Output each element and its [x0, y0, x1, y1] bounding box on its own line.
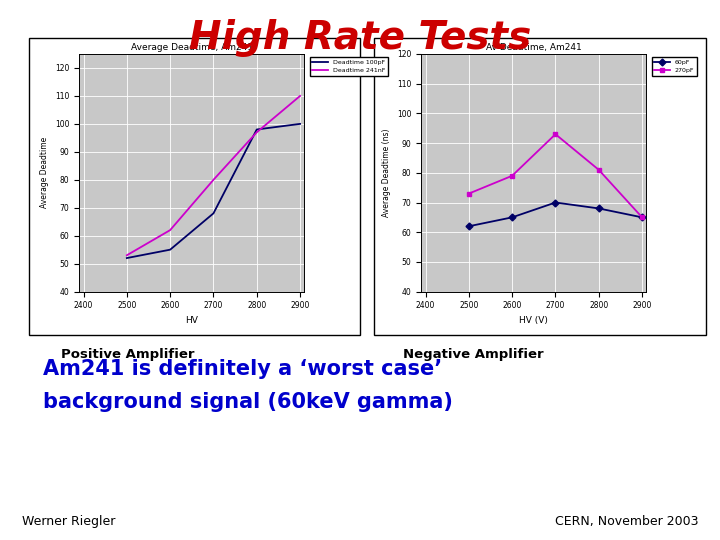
X-axis label: HV: HV: [185, 316, 198, 325]
Text: Positive Amplifier: Positive Amplifier: [61, 348, 195, 361]
X-axis label: HV (V): HV (V): [519, 316, 548, 325]
Text: Negative Amplifier: Negative Amplifier: [403, 348, 544, 361]
Y-axis label: Average Deadtime (ns): Average Deadtime (ns): [382, 129, 392, 217]
Title: Average Deadtime, Am241: Average Deadtime, Am241: [131, 43, 253, 52]
Legend: 60pF, 270pF: 60pF, 270pF: [652, 57, 697, 76]
Y-axis label: Average Deadtime: Average Deadtime: [40, 137, 50, 208]
Text: Am241 is definitely a ‘worst case’: Am241 is definitely a ‘worst case’: [43, 359, 443, 379]
Text: Werner Riegler: Werner Riegler: [22, 515, 115, 528]
Legend: Deadtime 100pF, Deadtime 241nF: Deadtime 100pF, Deadtime 241nF: [310, 57, 388, 76]
Title: Av Deadtime, Am241: Av Deadtime, Am241: [486, 43, 582, 52]
Text: High Rate Tests: High Rate Tests: [189, 19, 531, 57]
Text: background signal (60keV gamma): background signal (60keV gamma): [43, 392, 453, 411]
Text: CERN, November 2003: CERN, November 2003: [555, 515, 698, 528]
